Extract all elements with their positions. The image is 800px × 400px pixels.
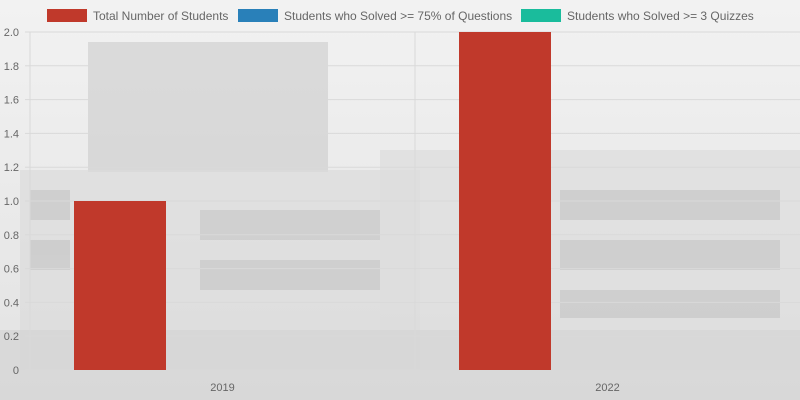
y-axis: 0 0.2 0.4 0.6 0.8 1.0 1.2 1.4 1.6 1.8 2.0 <box>4 27 31 377</box>
y-tick-label: 1.8 <box>4 61 19 73</box>
y-tick-label: 1.6 <box>4 95 19 107</box>
legend-swatch[interactable] <box>521 9 561 22</box>
x-tick-label: 2022 <box>595 382 619 394</box>
y-tick-label: 2.0 <box>4 27 19 39</box>
legend-label[interactable]: Students who Solved >= 3 Quizzes <box>567 9 754 23</box>
legend-label[interactable]: Total Number of Students <box>93 9 228 23</box>
x-axis: 2019 2022 <box>210 382 619 394</box>
y-tick-label: 1.4 <box>4 128 19 140</box>
bar[interactable] <box>74 201 166 370</box>
y-tick-label: 0 <box>13 365 19 377</box>
y-tick-label: 1.0 <box>4 196 19 208</box>
y-tick-label: 0.8 <box>4 230 19 242</box>
y-tick-label: 0.2 <box>4 331 19 343</box>
bars <box>74 32 551 370</box>
y-tick-label: 1.2 <box>4 162 19 174</box>
legend-swatch[interactable] <box>47 9 87 22</box>
x-tick-label: 2019 <box>210 382 234 394</box>
legend-label[interactable]: Students who Solved >= 75% of Questions <box>284 9 512 23</box>
legend-swatch[interactable] <box>238 9 278 22</box>
y-tick-label: 0.6 <box>4 264 19 276</box>
legend: Total Number of Students Students who Sol… <box>47 9 754 23</box>
y-tick-label: 0.4 <box>4 297 19 309</box>
bar[interactable] <box>459 32 551 370</box>
